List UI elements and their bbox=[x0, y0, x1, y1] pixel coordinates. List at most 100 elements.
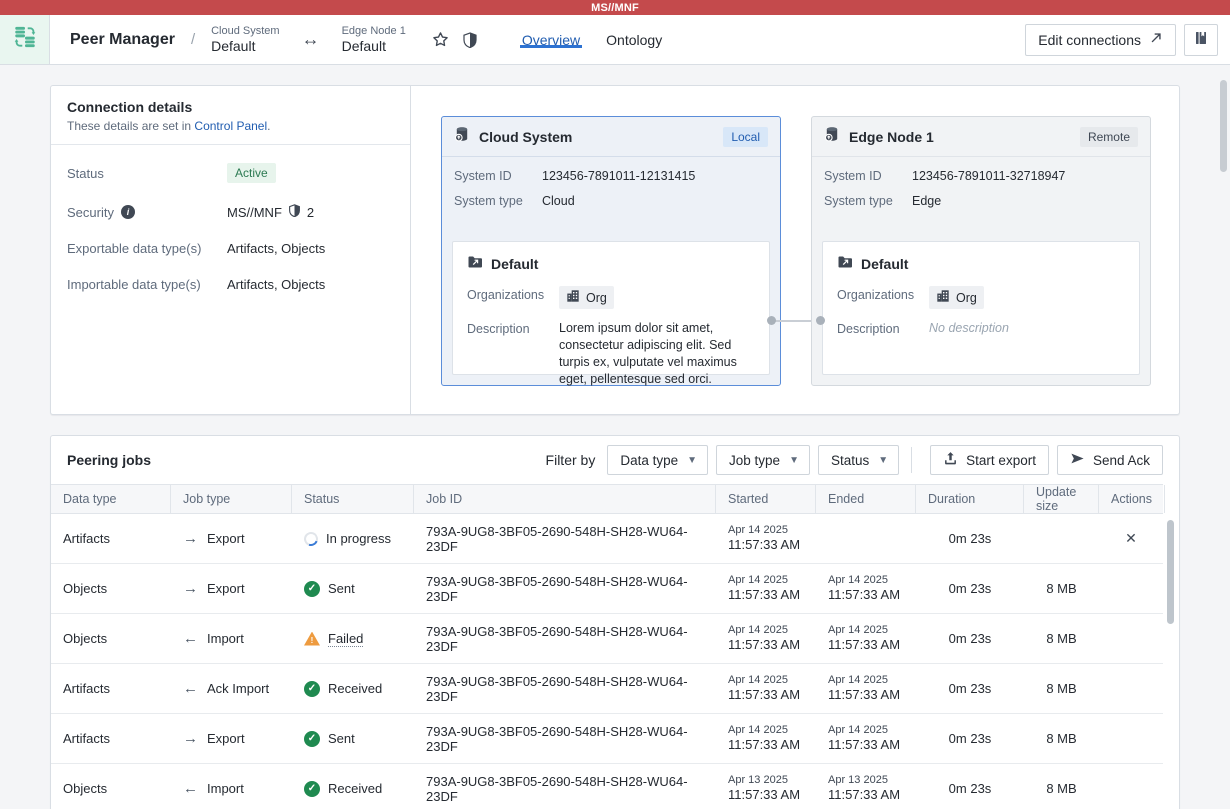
system-type-value: Edge bbox=[912, 194, 942, 208]
remote-system-card[interactable]: Edge Node 1 Remote System ID 123456-78910… bbox=[811, 116, 1151, 386]
classification-text: MS//MNF bbox=[591, 1, 639, 14]
security-marking: MS//MNF bbox=[227, 204, 282, 220]
remote-space-card[interactable]: Default Organizations bbox=[822, 241, 1140, 375]
send-icon bbox=[1070, 451, 1085, 469]
started-cell: Apr 14 2025 11:57:33 AM bbox=[716, 614, 816, 663]
connection-details-body: Status Active Security i MS//MNF 2 bbox=[51, 145, 410, 331]
exportable-label: Exportable data type(s) bbox=[67, 241, 202, 256]
subtitle-text: These details are set in bbox=[67, 119, 192, 133]
table-row: Artifacts → Export ✓ Sent 793A-9UG8-3BF05-… bbox=[51, 714, 1163, 764]
send-ack-button[interactable]: Send Ack bbox=[1056, 445, 1163, 475]
started-date: Apr 13 2025 bbox=[728, 773, 788, 786]
system-type-label: System type bbox=[454, 194, 523, 208]
filter-by-label: Filter by bbox=[545, 452, 596, 468]
local-system-card[interactable]: Cloud System Local System ID 123456-78910… bbox=[441, 116, 781, 386]
marking-shield-icon bbox=[288, 204, 301, 220]
local-system-header: Cloud System Local bbox=[442, 117, 780, 157]
security-shield-icon[interactable] bbox=[462, 31, 478, 48]
started-date: Apr 14 2025 bbox=[728, 573, 788, 586]
data-type-cell: Objects bbox=[63, 781, 108, 796]
data-type-filter[interactable]: Data type ▼ bbox=[607, 445, 709, 475]
control-panel-link[interactable]: Control Panel bbox=[194, 119, 268, 133]
start-export-button[interactable]: Start export bbox=[930, 445, 1049, 475]
remote-system-header: Edge Node 1 Remote bbox=[812, 117, 1150, 157]
target-system-name: Edge Node 1 bbox=[341, 25, 406, 38]
organization-icon bbox=[936, 289, 950, 306]
remote-system-meta: System ID 123456-7891011-32718947 System … bbox=[812, 157, 1150, 208]
system-type-value: Cloud bbox=[542, 194, 575, 208]
security-label: Security bbox=[67, 204, 114, 220]
toolbar-divider bbox=[911, 447, 913, 473]
page-scrollbar-thumb[interactable] bbox=[1220, 80, 1227, 172]
header-right: Edit connections bbox=[1025, 15, 1230, 64]
documentation-button[interactable] bbox=[1184, 23, 1218, 56]
duration-cell: 0m 23s bbox=[948, 631, 992, 646]
job-id-cell: 793A-9UG8-3BF05-2690-548H-SH28-WU64-23DF bbox=[426, 723, 688, 754]
table-scrollbar-thumb[interactable] bbox=[1167, 520, 1174, 624]
status-filter[interactable]: Status ▼ bbox=[817, 445, 900, 475]
status-cell: ! Failed bbox=[292, 614, 414, 663]
org-chip-label: Org bbox=[586, 290, 607, 305]
started-date: Apr 14 2025 bbox=[728, 623, 788, 636]
data-type-cell: Objects bbox=[63, 631, 108, 646]
connection-overview-card: Connection details These details are set… bbox=[50, 85, 1180, 415]
status-label[interactable]: Failed bbox=[328, 630, 364, 647]
started-time: 11:57:33 AM bbox=[728, 787, 801, 803]
connection-details-title: Connection details bbox=[67, 99, 193, 115]
update-size-cell: 8 MB bbox=[1046, 631, 1077, 646]
status-label: Sent bbox=[328, 731, 355, 746]
tab-overview[interactable]: Overview bbox=[519, 31, 583, 48]
success-check-icon: ✓ bbox=[304, 580, 320, 597]
col-actions: Actions bbox=[1099, 485, 1165, 513]
favorite-star-icon[interactable] bbox=[432, 31, 449, 48]
remote-space-name: Default bbox=[861, 255, 909, 272]
job-type-cell: → Export bbox=[171, 564, 292, 613]
job-type-label: Import bbox=[207, 631, 244, 646]
started-time: 11:57:33 AM bbox=[728, 687, 801, 703]
app-logo[interactable] bbox=[0, 15, 50, 64]
bidirectional-arrow-icon: ↔ bbox=[301, 29, 320, 49]
ended-cell: Apr 14 2025 11:57:33 AM bbox=[816, 664, 916, 713]
organization-icon bbox=[566, 289, 580, 306]
status-cell: ✓ Sent bbox=[292, 714, 414, 763]
job-type-filter[interactable]: Job type ▼ bbox=[716, 445, 810, 475]
status-label: Received bbox=[328, 781, 383, 796]
local-space-card[interactable]: Default Organizations bbox=[452, 241, 770, 386]
header-icons bbox=[432, 31, 478, 48]
job-type-filter-label: Job type bbox=[729, 452, 781, 468]
info-icon[interactable]: i bbox=[120, 205, 135, 219]
job-id-cell: 793A-9UG8-3BF05-2690-548H-SH28-WU64-23DF bbox=[426, 673, 688, 704]
chevron-down-icon: ▼ bbox=[878, 454, 889, 466]
ended-time: 11:57:33 AM bbox=[828, 637, 901, 653]
export-arrow-icon: → bbox=[183, 730, 198, 747]
started-time: 11:57:33 AM bbox=[728, 587, 801, 603]
ended-cell: Apr 14 2025 11:57:33 AM bbox=[816, 564, 916, 613]
job-type-cell: ← Import bbox=[171, 614, 292, 663]
col-ended: Ended bbox=[816, 485, 916, 513]
org-chip-label: Org bbox=[956, 290, 977, 305]
cancel-job-icon[interactable]: ✕ bbox=[1125, 530, 1137, 546]
external-link-icon bbox=[1149, 31, 1163, 48]
ended-date: Apr 13 2025 bbox=[828, 773, 888, 786]
peer-sync-icon bbox=[12, 24, 38, 55]
peering-jobs-table: Data type Job type Status Job ID Started… bbox=[51, 484, 1165, 809]
edit-connections-label: Edit connections bbox=[1038, 31, 1141, 48]
data-type-cell: Artifacts bbox=[63, 731, 110, 746]
local-badge: Local bbox=[723, 126, 768, 147]
col-status: Status bbox=[292, 485, 414, 513]
space-folder-icon bbox=[467, 254, 483, 273]
duration-cell: 0m 23s bbox=[948, 581, 992, 596]
update-size-cell bbox=[1024, 514, 1099, 563]
app-header: Peer Manager / Cloud System Default ↔ Ed… bbox=[0, 15, 1230, 65]
header-tabs: Overview Ontology bbox=[519, 31, 664, 48]
job-id-cell: 793A-9UG8-3BF05-2690-548H-SH28-WU64-23DF bbox=[426, 773, 688, 804]
tab-ontology[interactable]: Ontology bbox=[606, 31, 663, 48]
edit-connections-button[interactable]: Edit connections bbox=[1025, 23, 1176, 56]
local-space-name: Default bbox=[491, 255, 539, 272]
started-cell: Apr 14 2025 11:57:33 AM bbox=[716, 714, 816, 763]
job-type-cell: ← Ack Import bbox=[171, 664, 292, 713]
status-cell: ✓ Received bbox=[292, 764, 414, 809]
started-cell: Apr 13 2025 11:57:33 AM bbox=[716, 764, 816, 809]
status-badge: Active bbox=[227, 163, 276, 183]
data-type-cell: Artifacts bbox=[63, 531, 110, 546]
